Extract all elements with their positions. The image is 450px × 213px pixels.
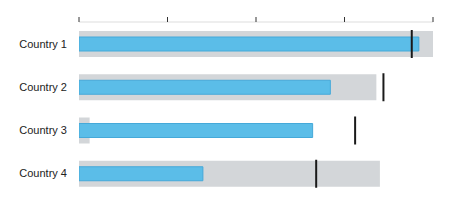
svg-text:Country 2: Country 2	[19, 81, 67, 93]
svg-text:Country 3: Country 3	[19, 124, 67, 136]
svg-text:Country 1: Country 1	[19, 38, 67, 50]
svg-text:Country 4: Country 4	[19, 167, 67, 179]
